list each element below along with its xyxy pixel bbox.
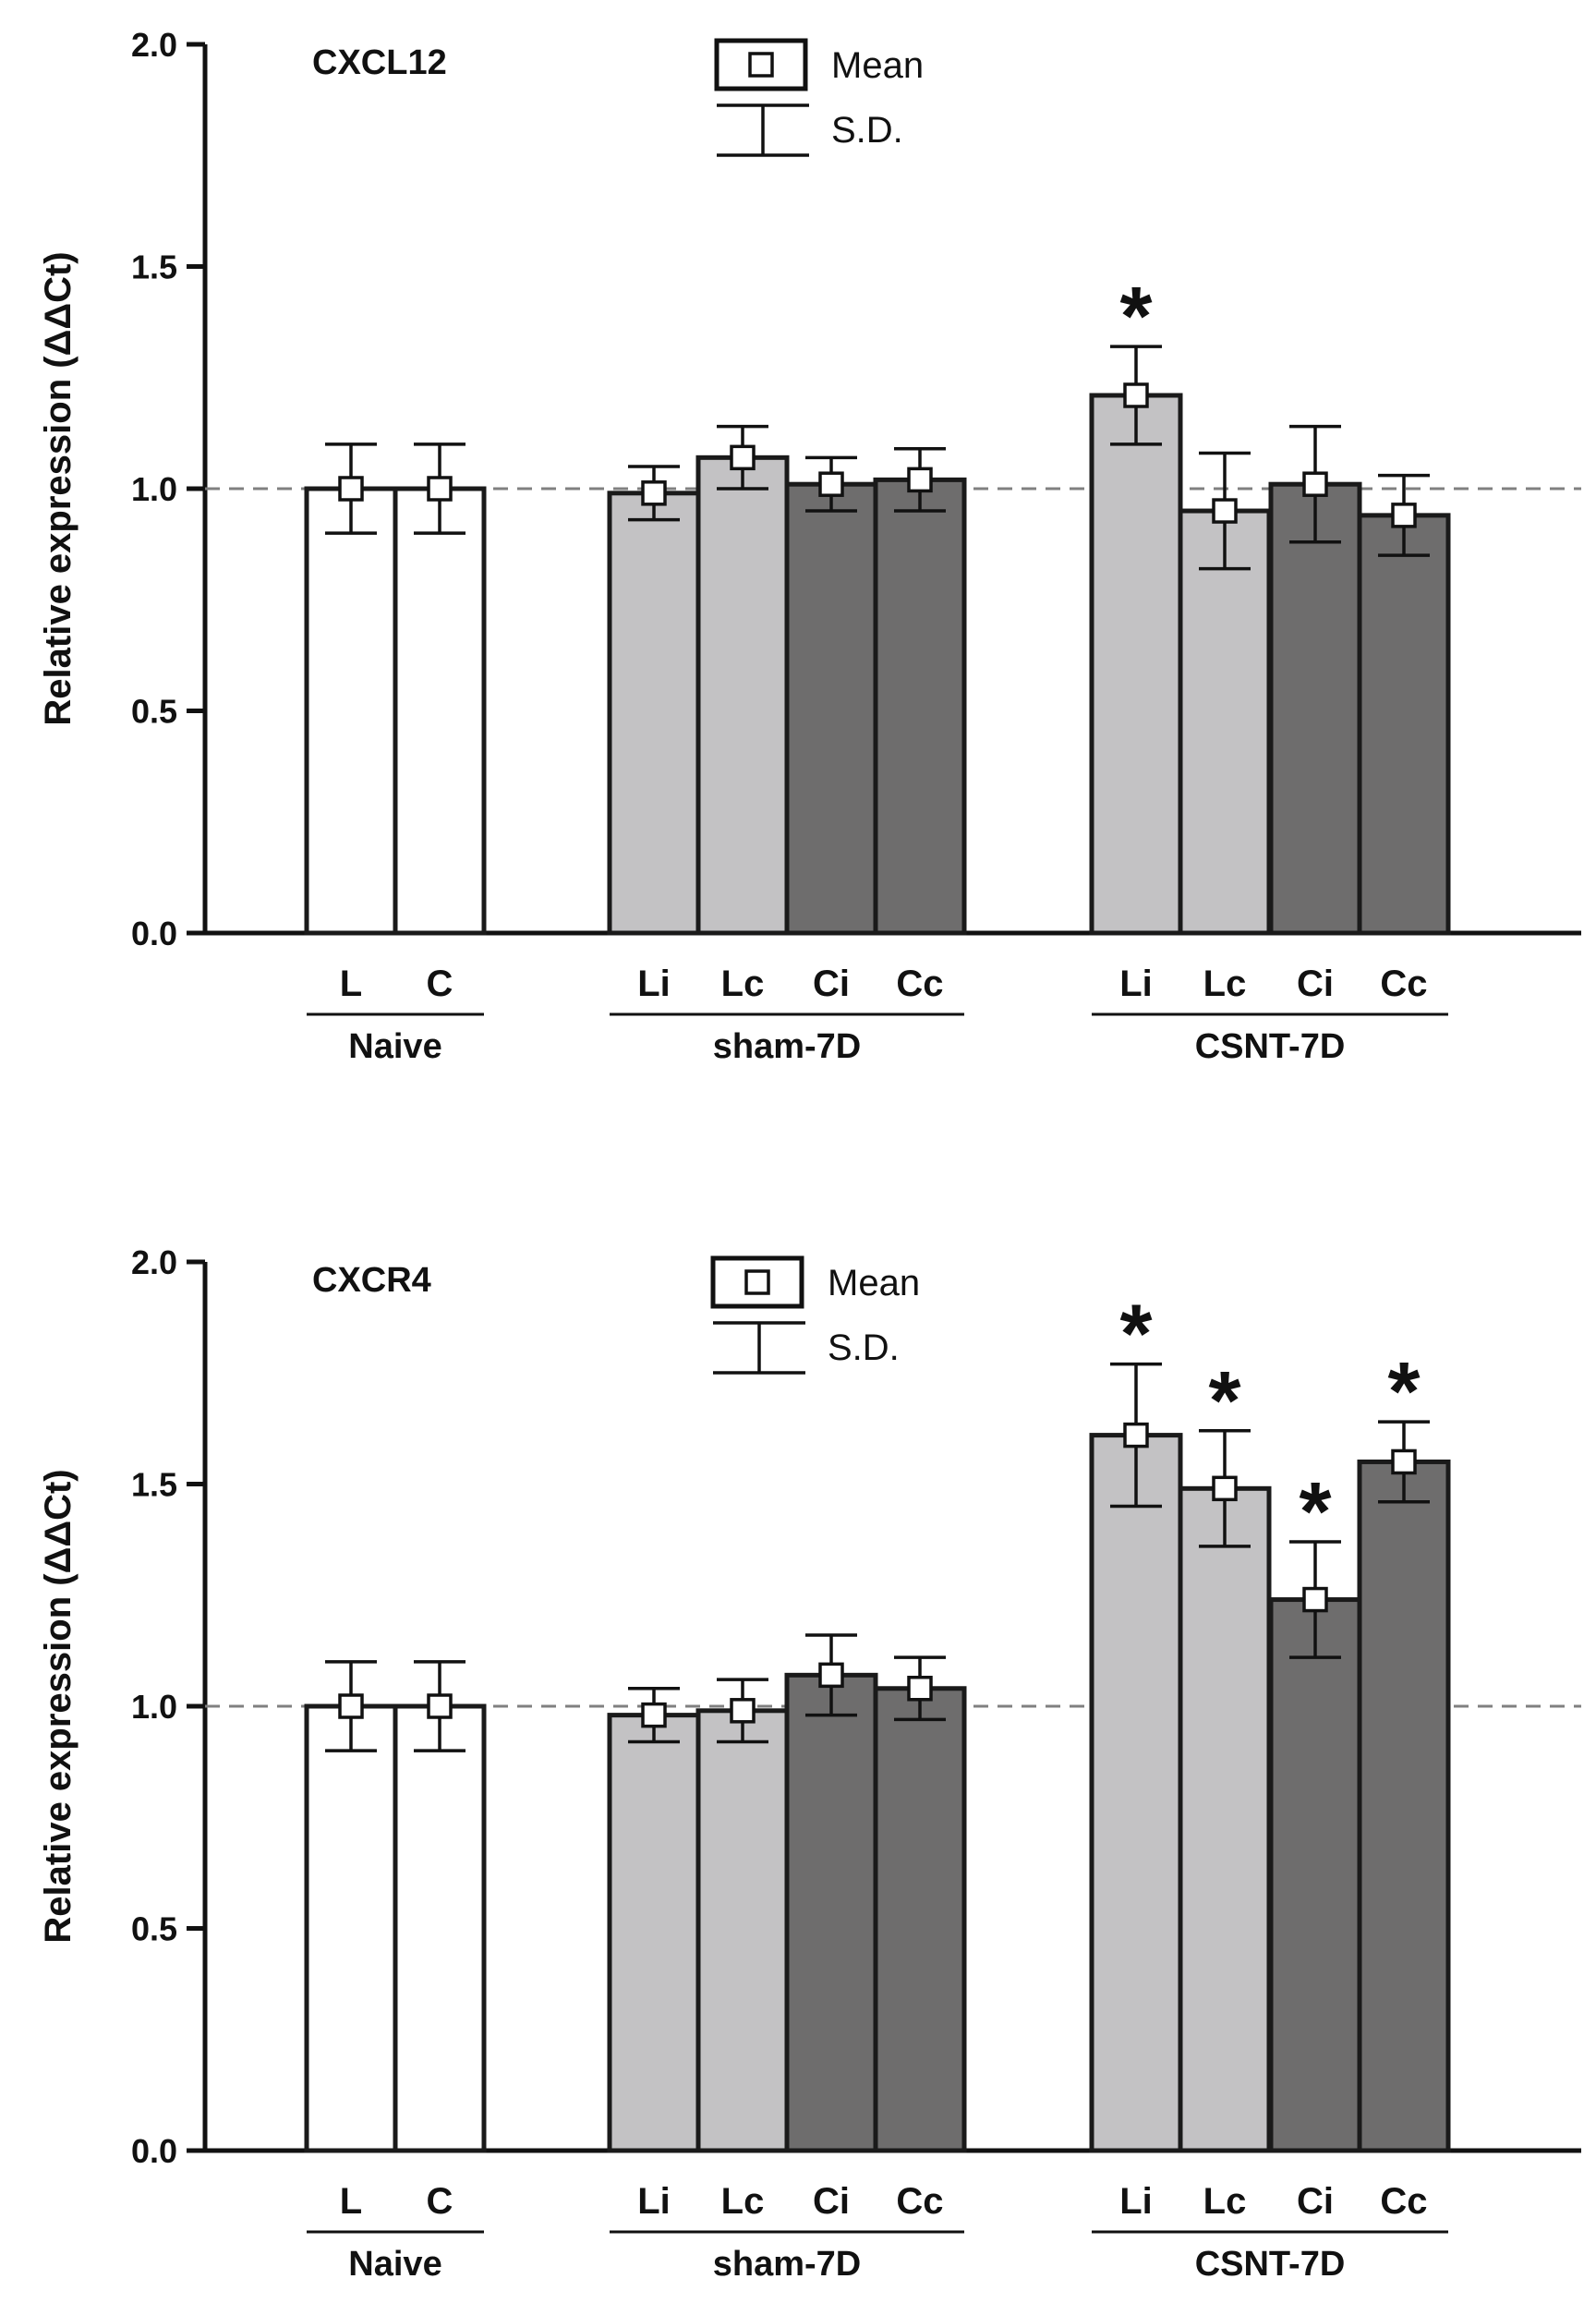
bar <box>304 1703 398 2153</box>
category-label: Li <box>637 964 671 1004</box>
bar <box>695 1708 790 2153</box>
chart-cxcr4: 0.0 0.5 1.0 1.5 2.0 Relative expression (ΔΔCt… <box>38 1243 1581 2284</box>
legend-mean-label: Mean <box>828 1263 920 1303</box>
category-label: Lc <box>721 964 765 1004</box>
y-tick-label: 1.0 <box>131 470 177 508</box>
group-label: Naive <box>348 2245 441 2284</box>
y-tick-label: 0.0 <box>131 2132 177 2170</box>
mean-marker <box>818 1662 844 1689</box>
y-tick-label: 0.5 <box>131 693 177 731</box>
bar <box>607 1713 701 2153</box>
legend-mean-marker <box>744 1269 770 1295</box>
y-tick-label: 1.5 <box>131 248 177 286</box>
significance-star: * <box>1208 1355 1240 1448</box>
bar <box>873 1686 967 2153</box>
mean-marker <box>427 1693 453 1719</box>
mean-marker <box>338 1693 364 1719</box>
mean-marker <box>730 1698 756 1724</box>
chart-cxcl12: 0.0 0.5 1.0 1.5 2.0 Relative expression (ΔΔCt… <box>38 26 1581 1066</box>
mean-marker <box>641 1702 667 1728</box>
mean-marker <box>1212 498 1238 524</box>
mean-marker <box>907 467 933 493</box>
y-axis-label: Relative expression (ΔΔCt) <box>38 1469 79 1943</box>
y-tick-label: 0.5 <box>131 1910 177 1948</box>
category-label: Cc <box>1380 964 1427 1004</box>
significance-star: * <box>1119 1289 1152 1381</box>
category-label: L <box>340 2181 362 2222</box>
legend-box <box>710 1255 804 1309</box>
y-tick-label: 2.0 <box>131 26 177 64</box>
legend-sd-label: S.D. <box>828 1327 900 1368</box>
bar <box>1357 1459 1451 2153</box>
group-label: Naive <box>348 1027 441 1066</box>
mean-marker <box>1302 1586 1328 1613</box>
group-label: CSNT-7D <box>1195 2245 1346 2284</box>
legend-mean-label: Mean <box>831 45 924 86</box>
bar <box>393 486 487 936</box>
category-label: Cc <box>896 964 943 1004</box>
significance-star: * <box>1387 1346 1420 1438</box>
group-label: sham-7D <box>713 2245 862 2284</box>
mean-marker <box>730 444 756 471</box>
chart-title: CXCL12 <box>312 43 447 82</box>
mean-marker <box>1123 382 1149 408</box>
bar <box>1268 1597 1362 2153</box>
legend-mean-marker <box>748 52 774 78</box>
mean-marker <box>1123 1422 1149 1448</box>
category-label: L <box>340 964 362 1004</box>
mean-marker <box>818 471 844 497</box>
significance-star: * <box>1119 271 1152 363</box>
y-tick-label: 1.5 <box>131 1466 177 1504</box>
group-label: sham-7D <box>713 1027 862 1066</box>
category-label: Li <box>1119 964 1153 1004</box>
chart-title: CXCR4 <box>312 1261 431 1300</box>
mean-marker <box>641 480 667 506</box>
bar <box>1089 1433 1183 2153</box>
y-tick-label: 1.0 <box>131 1688 177 1726</box>
mean-marker <box>907 1676 933 1702</box>
category-label: Li <box>637 2181 671 2222</box>
bar <box>784 1672 878 2153</box>
category-label: Cc <box>1380 2181 1427 2222</box>
category-label: Ci <box>813 964 850 1004</box>
category-label: Lc <box>721 2181 765 2222</box>
bar <box>304 486 398 936</box>
significance-star: * <box>1299 1466 1331 1558</box>
bar <box>1089 393 1183 936</box>
category-label: C <box>427 964 453 1004</box>
category-label: C <box>427 2181 453 2222</box>
mean-marker <box>427 476 453 502</box>
bar <box>1268 481 1362 936</box>
bar <box>1178 508 1272 936</box>
y-tick-label: 0.0 <box>131 915 177 952</box>
legend-sd-label: S.D. <box>831 110 903 151</box>
group-label: CSNT-7D <box>1195 1027 1346 1066</box>
category-label: Ci <box>1297 2181 1334 2222</box>
category-label: Cc <box>896 2181 943 2222</box>
bar <box>784 481 878 936</box>
category-label: Lc <box>1203 964 1247 1004</box>
category-label: Li <box>1119 2181 1153 2222</box>
bar <box>393 1703 487 2153</box>
y-axis-label: Relative expression (ΔΔCt) <box>38 251 79 725</box>
category-label: Ci <box>1297 964 1334 1004</box>
category-label: Ci <box>813 2181 850 2222</box>
mean-marker <box>1391 503 1417 528</box>
mean-marker <box>1391 1448 1417 1475</box>
mean-marker <box>1212 1475 1238 1502</box>
category-label: Lc <box>1203 2181 1247 2222</box>
mean-marker <box>1302 471 1328 497</box>
bar <box>873 477 967 936</box>
bar <box>1178 1485 1272 2153</box>
mean-marker <box>338 476 364 502</box>
bar <box>1357 513 1451 936</box>
bar <box>695 455 790 936</box>
bar <box>607 491 701 936</box>
y-tick-label: 2.0 <box>131 1243 177 1281</box>
